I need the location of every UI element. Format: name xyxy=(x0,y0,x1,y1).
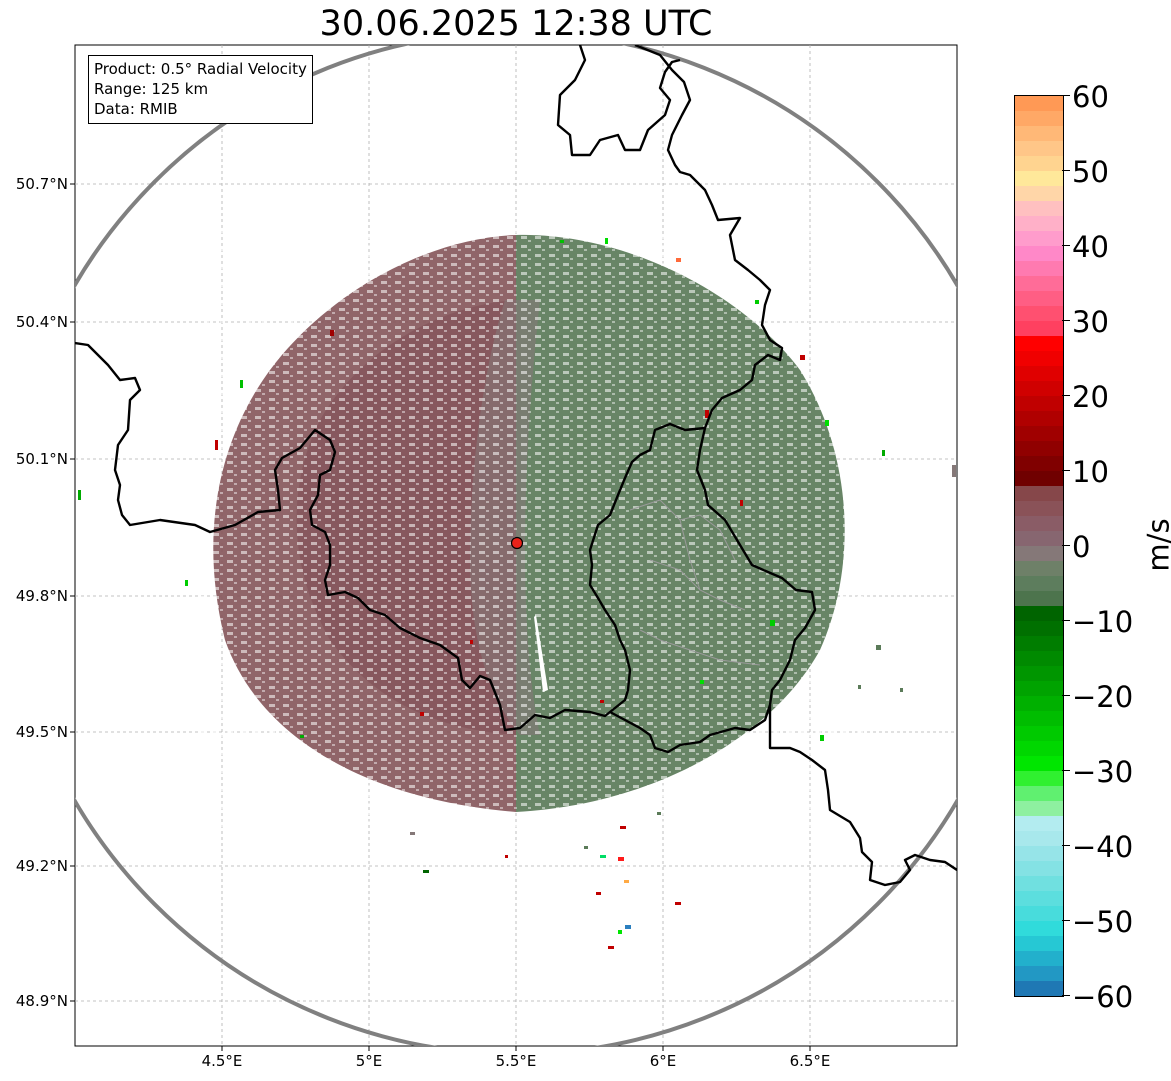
range-label: Range: 125 km xyxy=(94,80,209,98)
colorbar-tick xyxy=(1062,545,1070,546)
lon-tick-label: 6.5°E xyxy=(789,1052,831,1070)
lat-tick-label: 49.2°N xyxy=(15,857,68,875)
velocity-field xyxy=(78,230,956,949)
region-borders xyxy=(629,499,761,666)
colorbar-label: 10 xyxy=(1072,455,1109,489)
colorbar-tick xyxy=(1062,245,1070,246)
colorbar-tick xyxy=(1062,95,1070,96)
lat-tick-label: 48.9°N xyxy=(15,992,68,1010)
lat-tick-label: 49.8°N xyxy=(15,587,68,605)
colorbar-tick xyxy=(1062,770,1070,771)
product-info-box: Product: 0.5° Radial Velocity Range: 125… xyxy=(88,55,313,124)
lon-tick-label: 6°E xyxy=(649,1052,677,1070)
product-label: Product: 0.5° Radial Velocity xyxy=(94,60,307,78)
colorbar-tick xyxy=(1062,845,1070,846)
lat-tick-marks xyxy=(70,183,75,1002)
lon-tick-label: 5.5°E xyxy=(495,1052,537,1070)
colorbar-tick xyxy=(1062,995,1070,996)
colorbar-label: −10 xyxy=(1072,605,1134,639)
country-borders xyxy=(75,45,957,887)
colorbar-unit-label: m/s xyxy=(1141,518,1171,572)
radar-site-marker[interactable] xyxy=(510,536,524,550)
colorbar-label: 40 xyxy=(1072,230,1109,264)
lon-tick-label: 4.5°E xyxy=(201,1052,243,1070)
colorbar-label: −20 xyxy=(1072,680,1134,714)
colorbar-tick xyxy=(1062,695,1070,696)
colorbar-tick xyxy=(1062,620,1070,621)
chart-title: 30.06.2025 12:38 UTC xyxy=(319,4,713,44)
lon-tick-marks xyxy=(221,1046,811,1051)
colorbar xyxy=(1014,95,1064,997)
colorbar-label: 20 xyxy=(1072,380,1109,414)
colorbar-tick xyxy=(1062,920,1070,921)
colorbar-label: −30 xyxy=(1072,755,1134,789)
colorbar-tick xyxy=(1062,170,1070,171)
colorbar-tick xyxy=(1062,395,1070,396)
colorbar-label: −40 xyxy=(1072,830,1134,864)
lat-tick-label: 50.7°N xyxy=(15,175,68,193)
data-source-label: Data: RMIB xyxy=(94,100,178,118)
colorbar-label: −60 xyxy=(1072,980,1134,1014)
lat-tick-label: 49.5°N xyxy=(15,723,68,741)
beam-blockage-spike xyxy=(534,615,548,692)
colorbar-tick xyxy=(1062,320,1070,321)
lat-tick-label: 50.4°N xyxy=(15,313,68,331)
colorbar-label: −50 xyxy=(1072,905,1134,939)
lat-tick-label: 50.1°N xyxy=(15,450,68,468)
colorbar-label: 30 xyxy=(1072,305,1109,339)
colorbar-label: 50 xyxy=(1072,155,1109,189)
colorbar-label: 0 xyxy=(1072,530,1091,564)
colorbar-label: 60 xyxy=(1072,80,1109,114)
lon-tick-label: 5°E xyxy=(355,1052,383,1070)
outlier-bins xyxy=(78,238,956,949)
colorbar-tick xyxy=(1062,470,1070,471)
